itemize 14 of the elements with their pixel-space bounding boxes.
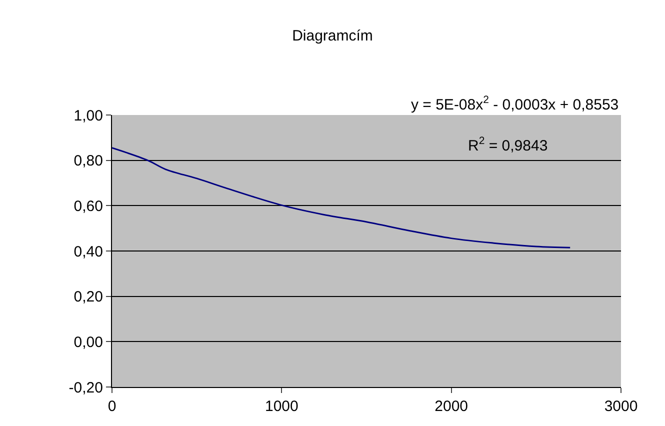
x-tick-label: 1000 [264,398,298,415]
y-tick-label: 0,80 [74,152,103,170]
y-tick-label: 0,20 [74,288,103,306]
x-tick-label: 2000 [434,398,468,415]
y-tick-label: -0,20 [68,379,103,396]
x-tick-label: 3000 [604,398,638,415]
y-tick-label: 0,60 [74,198,103,215]
annotation: R$^{2}$ = 0,9843 [468,135,548,154]
y-tick-label: 0,40 [74,243,103,260]
text: y = 5E-08x$^{2}$ - 0,0003x + 0,8553 [411,94,619,114]
x-tick-label: 0 [108,398,116,415]
chart-title: Diagramcím [292,27,373,44]
y-tick-label: 0,00 [74,334,103,351]
y-tick-label: 1,00 [74,107,103,124]
